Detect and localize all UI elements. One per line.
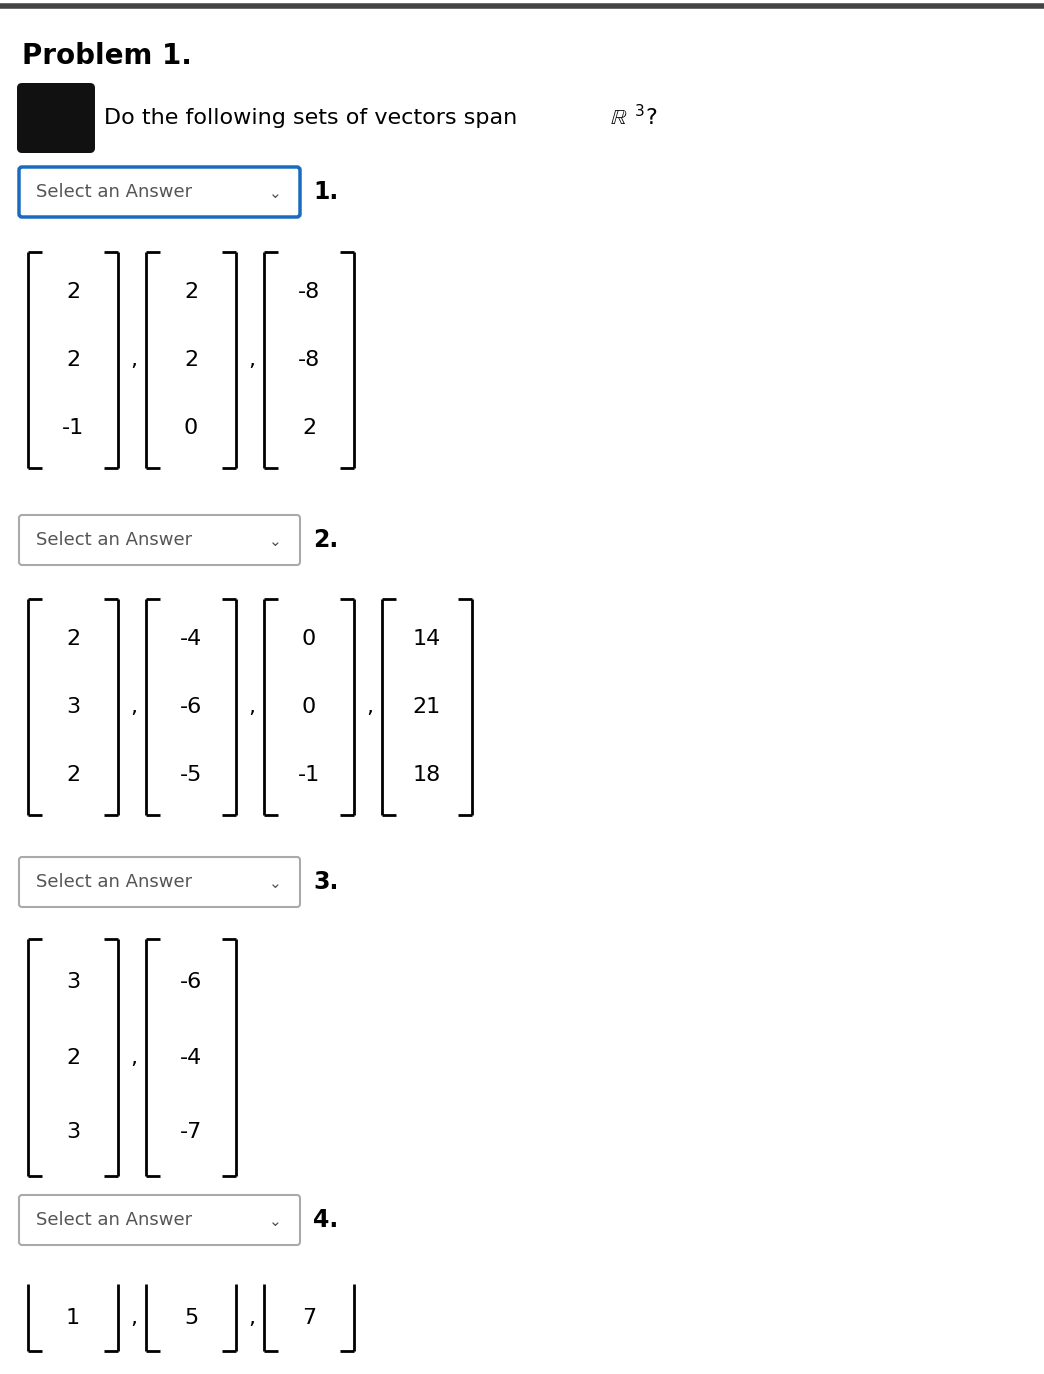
Text: ?: ?	[645, 109, 657, 128]
Text: ,: ,	[130, 1047, 137, 1068]
Text: Select an Answer: Select an Answer	[35, 1210, 192, 1228]
FancyBboxPatch shape	[17, 82, 95, 153]
FancyBboxPatch shape	[19, 1195, 300, 1245]
Text: ,: ,	[248, 697, 255, 717]
Text: ,: ,	[248, 1308, 255, 1327]
Text: 4.: 4.	[313, 1208, 338, 1232]
Text: 3: 3	[66, 1123, 80, 1143]
FancyBboxPatch shape	[19, 168, 300, 217]
Text: 5: 5	[184, 1308, 198, 1327]
Text: Do the following sets of vectors span: Do the following sets of vectors span	[104, 109, 524, 128]
Text: 3: 3	[635, 104, 645, 120]
FancyBboxPatch shape	[19, 857, 300, 907]
Text: 2: 2	[66, 350, 80, 370]
Text: -6: -6	[180, 697, 203, 717]
Text: 3: 3	[66, 973, 80, 992]
Text: 2: 2	[66, 629, 80, 649]
Text: ,: ,	[366, 697, 373, 717]
Text: -1: -1	[298, 765, 321, 785]
Text: 18: 18	[412, 765, 442, 785]
Text: ⌄: ⌄	[268, 187, 282, 202]
Text: -6: -6	[180, 973, 203, 992]
Text: ,: ,	[248, 350, 255, 370]
Text: Select an Answer: Select an Answer	[35, 872, 192, 890]
Text: ,: ,	[130, 1308, 137, 1327]
Text: Select an Answer: Select an Answer	[35, 183, 192, 201]
Text: ⌄: ⌄	[268, 877, 282, 892]
Text: 2.: 2.	[313, 528, 338, 552]
Text: 2: 2	[302, 418, 316, 438]
Text: 2: 2	[66, 282, 80, 302]
Text: 0: 0	[302, 629, 316, 649]
Text: 1.: 1.	[313, 180, 338, 203]
Text: -5: -5	[180, 765, 203, 785]
Text: ⌄: ⌄	[268, 1215, 282, 1230]
Text: 2: 2	[66, 765, 80, 785]
Text: -4: -4	[180, 1047, 203, 1068]
Text: Problem 1.: Problem 1.	[22, 43, 192, 70]
Text: -1: -1	[62, 418, 85, 438]
Text: 0: 0	[302, 697, 316, 717]
Text: 21: 21	[412, 697, 442, 717]
Text: ,: ,	[130, 350, 137, 370]
Text: -8: -8	[298, 350, 321, 370]
Text: 1: 1	[66, 1308, 80, 1327]
Text: 2: 2	[184, 282, 198, 302]
Text: ⌄: ⌄	[268, 534, 282, 550]
FancyBboxPatch shape	[19, 515, 300, 565]
Text: 3.: 3.	[313, 870, 338, 894]
Text: -7: -7	[180, 1123, 203, 1143]
Text: 0: 0	[184, 418, 198, 438]
Text: 14: 14	[412, 629, 442, 649]
Text: 3: 3	[66, 697, 80, 717]
Text: $\mathbb{R}$: $\mathbb{R}$	[610, 109, 627, 128]
Text: -4: -4	[180, 629, 203, 649]
Text: 2: 2	[184, 350, 198, 370]
Text: 2: 2	[66, 1047, 80, 1068]
Text: -8: -8	[298, 282, 321, 302]
Text: Select an Answer: Select an Answer	[35, 530, 192, 550]
Text: 7: 7	[302, 1308, 316, 1327]
Text: ,: ,	[130, 697, 137, 717]
